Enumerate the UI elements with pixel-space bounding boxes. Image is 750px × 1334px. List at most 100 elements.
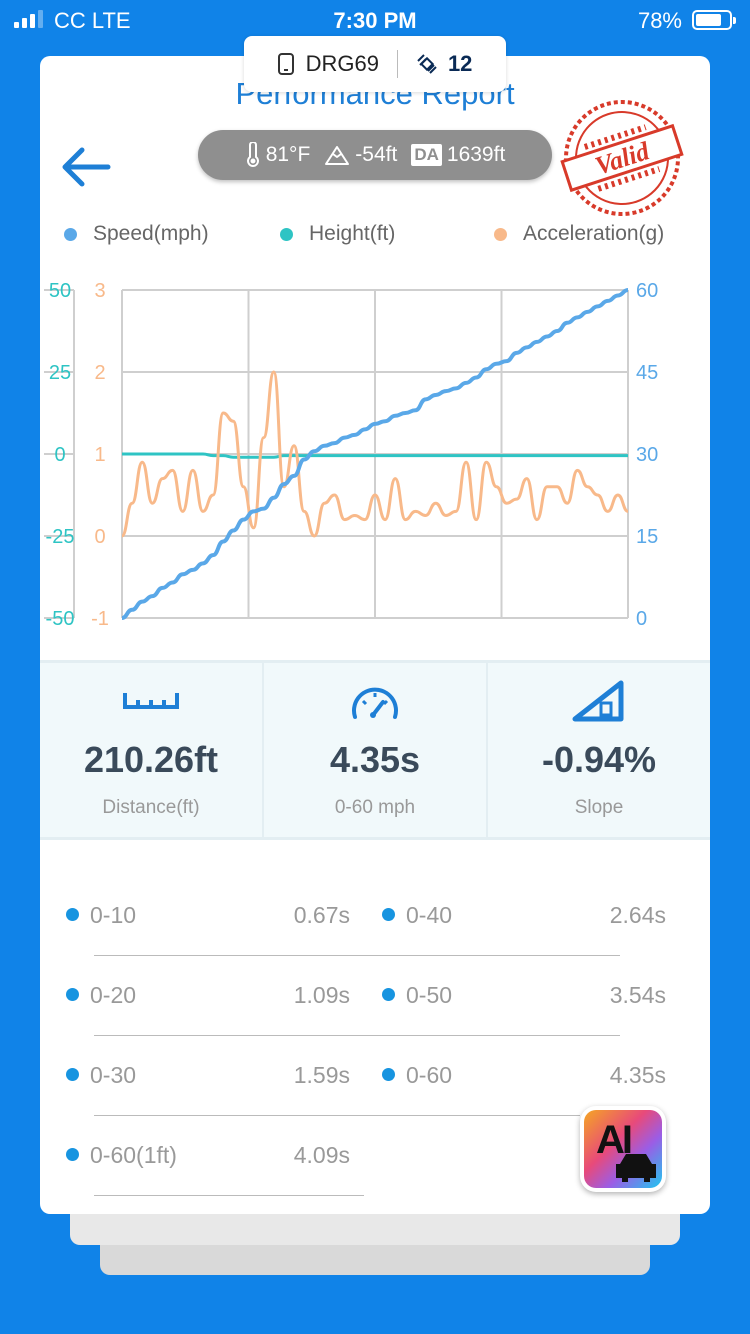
split-time: 3.54s (609, 982, 666, 1008)
split-dot (66, 988, 79, 1001)
performance-chart: 50 3 60 25 2 45 0 1 30 -25 0 15 -50 -1 0 (44, 280, 658, 630)
split-row: 0-60(1ft) 4.09s (40, 1116, 364, 1196)
tick-label-height: 0 (54, 444, 65, 466)
divider (94, 1115, 350, 1116)
conditions-pill: 81°F -54ft DA 1639ft (198, 130, 552, 180)
split-row: 0-20 1.09s (40, 956, 350, 1036)
tick-label-acceleration: 1 (94, 444, 105, 466)
carrier-label: CC LTE (54, 8, 131, 33)
speedometer-icon (352, 687, 398, 719)
split-time: 4.09s (293, 1142, 350, 1168)
divider (396, 50, 398, 78)
status-bar: CC LTE 7:30 PM 78% (0, 0, 750, 40)
split-time: 4.35s (609, 1062, 666, 1088)
series-line-height-ft- (122, 452, 628, 459)
zero-sixty-value: 4.35s (329, 739, 421, 780)
stat-zero-sixty: 4.35s 0-60 mph (264, 663, 488, 837)
satellite-icon (417, 54, 437, 74)
split-time: 0.67s (293, 902, 350, 928)
split-time: 1.59s (293, 1062, 350, 1088)
da-label: DA (411, 144, 442, 166)
legend-speed[interactable]: Speed(mph) (64, 222, 209, 246)
split-name: 0-20 (90, 982, 137, 1008)
tick-label-speed: 15 (636, 526, 658, 548)
split-dot (66, 1068, 79, 1081)
zero-sixty-label: 0-60 mph (334, 797, 416, 818)
split-time: 1.09s (293, 982, 350, 1008)
distance-value: 210.26ft (83, 739, 219, 780)
battery-percent: 78% (637, 8, 682, 33)
legend-acceleration[interactable]: Acceleration(g) (494, 222, 664, 246)
series-line-speed-mph- (121, 288, 629, 620)
stats-panel: 210.26ft Distance(ft) 4.35s 0-60 mph -0.… (40, 660, 710, 840)
split-time: 2.64s (609, 902, 666, 928)
tick-label-acceleration: 2 (94, 362, 105, 384)
series-line-acceleration-g- (120, 370, 629, 538)
distance-label: Distance(ft) (102, 797, 200, 818)
ai-badge-graphic: AI (584, 1110, 662, 1188)
split-dot (382, 988, 395, 1001)
legend-dot (494, 227, 507, 241)
arrow-left-icon[interactable] (58, 142, 114, 192)
temperature-value: 81°F (265, 143, 311, 166)
tick-label-acceleration: 3 (94, 280, 105, 302)
split-row: 0-50 3.54s (350, 956, 666, 1036)
split-row: 0-10 0.67s (40, 876, 350, 956)
tick-label-speed: 0 (636, 608, 647, 630)
device-pill[interactable]: DRG69 12 (244, 36, 506, 92)
split-row: 0-30 1.59s (40, 1036, 350, 1116)
split-name: 0-30 (90, 1062, 137, 1088)
legend-label: Height(ft) (309, 222, 396, 245)
tick-label-height: -25 (46, 526, 75, 548)
legend-dot (280, 227, 293, 241)
clock: 7:30 PM (333, 8, 417, 33)
tick-label-height: 25 (49, 362, 71, 384)
split-dot (382, 1068, 395, 1081)
tick-label-height: -50 (46, 608, 75, 630)
chart-legend: Speed(mph) Height(ft) Acceleration(g) (40, 222, 710, 252)
ruler-icon (123, 693, 179, 709)
slope-icon (572, 680, 624, 722)
car-icon (616, 1154, 656, 1182)
split-row: 0-40 2.64s (350, 876, 666, 956)
legend-height[interactable]: Height(ft) (280, 222, 395, 246)
device-name: DRG69 (305, 51, 379, 76)
divider (350, 1035, 620, 1036)
thermometer-icon (246, 142, 259, 167)
divider (94, 1035, 350, 1036)
tick-label-speed: 45 (636, 362, 658, 384)
slope-label: Slope (574, 797, 624, 818)
divider (350, 1115, 580, 1116)
valid-stamp: Valid (560, 100, 684, 216)
altitude-value: -54ft (355, 143, 398, 166)
satellite-count: 12 (447, 51, 473, 76)
split-row: 0-60 4.35s (350, 1036, 666, 1116)
phone-icon (277, 53, 294, 75)
slope-value: -0.94% (541, 739, 657, 780)
split-name: 0-40 (406, 902, 453, 928)
ai-assistant-button[interactable]: AI (580, 1106, 666, 1192)
split-dot (66, 1148, 79, 1161)
split-name: 0-50 (406, 982, 453, 1008)
split-name: 0-10 (90, 902, 137, 928)
tick-label-speed: 30 (636, 444, 658, 466)
stat-slope: -0.94% Slope (488, 663, 710, 837)
tick-label-acceleration: -1 (91, 608, 109, 630)
mountain-icon (325, 146, 350, 165)
divider (350, 955, 620, 956)
split-dot (66, 908, 79, 921)
legend-label: Speed(mph) (93, 222, 209, 245)
legend-dot (64, 227, 77, 241)
split-name: 0-60 (406, 1062, 453, 1088)
tick-label-acceleration: 0 (94, 526, 105, 548)
split-dot (382, 908, 395, 921)
density-altitude-value: 1639ft (446, 143, 506, 166)
divider (94, 955, 350, 956)
report-card: Performance Report 81°F -54ft DA 1639ft (40, 56, 710, 1214)
signal-icon (14, 10, 43, 28)
legend-label: Acceleration(g) (523, 222, 665, 245)
stat-distance: 210.26ft Distance(ft) (40, 663, 264, 837)
tick-label-speed: 60 (636, 280, 658, 302)
tick-label-height: 50 (49, 280, 71, 302)
battery-icon (692, 10, 736, 30)
